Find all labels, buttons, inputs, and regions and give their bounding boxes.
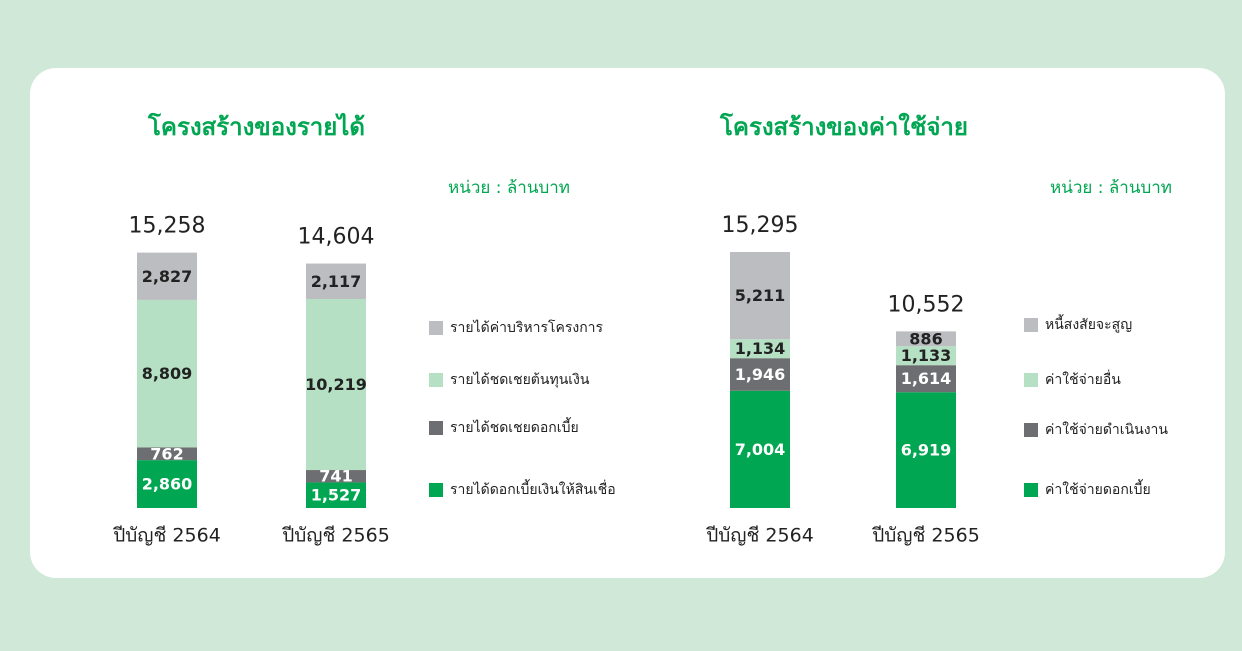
bar-segment (896, 392, 956, 508)
data-label: 8,809 (142, 364, 193, 383)
legend-swatch (429, 483, 443, 497)
legend-label: ค่าใช้จ่ายดอกเบี้ย (1045, 479, 1151, 498)
total-label: 10,552 (888, 292, 965, 317)
x-tick-label: ปีบัญชี 2564 (112, 525, 220, 547)
x-tick-label: ปีบัญชี 2564 (705, 525, 813, 547)
legend-swatch (1024, 373, 1038, 387)
x-tick-label: ปีบัญชี 2565 (281, 525, 389, 547)
bar-segment (306, 298, 366, 471)
data-label: 886 (909, 329, 942, 348)
bar-segment (896, 331, 956, 347)
chart-title: โครงสร้างของค่าใช้จ่าย (719, 112, 968, 141)
bar-segment (730, 252, 790, 340)
bar-segment (730, 339, 790, 359)
bar-segment (730, 390, 790, 508)
data-label: 762 (150, 444, 183, 463)
data-label: 6,919 (901, 441, 952, 460)
bar-segment (896, 346, 956, 366)
legend-label: ค่าใช้จ่ายอื่น (1045, 370, 1121, 388)
legend-swatch (1024, 423, 1038, 437)
legend-label: รายได้ชดเชยดอกเบี้ย (450, 417, 579, 436)
bar-segment (306, 470, 366, 483)
legend-swatch (1024, 318, 1038, 332)
legend-swatch (1024, 483, 1038, 497)
data-label: 2,860 (142, 475, 193, 494)
data-label: 2,827 (142, 267, 193, 286)
total-label: 15,258 (129, 214, 206, 239)
total-label: 15,295 (722, 213, 799, 238)
unit-label: หน่วย : ล้านบาท (1050, 178, 1172, 198)
bar-segment (137, 299, 197, 448)
legend-label: รายได้ดอกเบี้ยเงินให้สินเชื่อ (450, 479, 616, 498)
data-label: 1,134 (735, 339, 786, 358)
data-label: 2,117 (311, 272, 362, 291)
legend-swatch (429, 373, 443, 387)
bar-segment (137, 252, 197, 300)
data-label: 1,946 (735, 365, 786, 384)
bar-segment (306, 263, 366, 299)
legend-swatch (429, 321, 443, 335)
bar-segment (137, 447, 197, 461)
legend-label: รายได้ค่าบริหารโครงการ (450, 319, 604, 336)
legend-label: หนี้สงสัยจะสูญ (1045, 314, 1132, 333)
data-label: 1,614 (901, 369, 952, 388)
total-label: 14,604 (298, 225, 375, 250)
chart-title: โครงสร้างของรายได้ (147, 112, 365, 141)
data-label: 5,211 (735, 286, 786, 305)
bar-segment (306, 482, 366, 508)
legend-label: ค่าใช้จ่ายดำเนินงาน (1045, 421, 1168, 438)
data-label: 1,133 (901, 346, 952, 365)
x-tick-label: ปีบัญชี 2565 (871, 525, 979, 547)
data-label: 7,004 (735, 440, 786, 459)
data-label: 1,527 (311, 486, 362, 505)
legend-swatch (429, 421, 443, 435)
bar-segment (896, 365, 956, 393)
bar-segment (137, 460, 197, 508)
bar-segment (730, 358, 790, 391)
data-label: 10,219 (305, 375, 367, 394)
data-label: 741 (319, 467, 352, 486)
legend-label: รายได้ชดเชยต้นทุนเงิน (450, 371, 590, 388)
unit-label: หน่วย : ล้านบาท (448, 178, 570, 198)
